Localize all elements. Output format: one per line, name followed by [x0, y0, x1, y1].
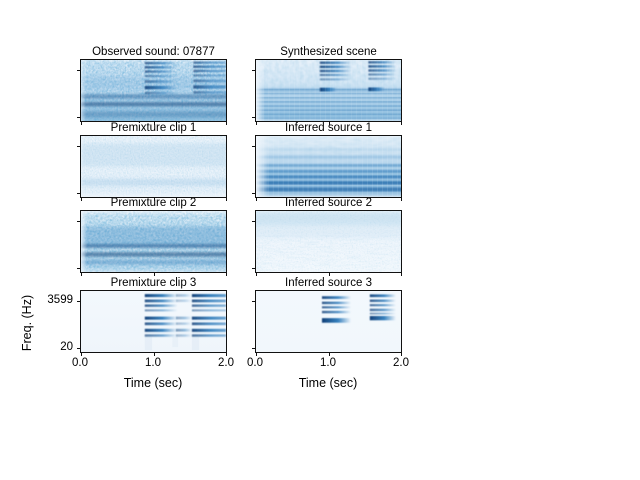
y-tick-mark — [252, 70, 255, 71]
axes-inferred-source-1 — [252, 135, 402, 201]
spectrogram-observed-sound — [81, 60, 226, 121]
x-tick-mark — [256, 273, 257, 276]
spectrogram-premixture-clip-3 — [81, 291, 226, 352]
panel-title-premixture-clip-2: Premixture clip 2 — [110, 197, 197, 209]
y-tick-mark — [252, 117, 255, 118]
x-tick-mark — [226, 273, 227, 276]
x-tick-label: 1.0 — [145, 357, 161, 369]
y-tick-label-20: 20 — [60, 341, 73, 353]
panel-title-inferred-source-2: Inferred source 2 — [285, 197, 372, 209]
axes-inferred-source-2 — [252, 210, 402, 276]
y-tick-mark — [252, 193, 255, 194]
panel-title-inferred-source-3: Inferred source 3 — [285, 277, 372, 289]
y-tick-mark — [77, 348, 80, 349]
panel-title-synthesized-scene: Synthesized scene — [280, 46, 377, 58]
spectrogram-inferred-source-3 — [256, 291, 401, 352]
x-tick-mark — [81, 122, 82, 125]
x-axis-label-left-column: Time (sec) — [123, 376, 183, 390]
y-tick-mark — [252, 268, 255, 269]
axes-inferred-source-3 — [252, 290, 402, 356]
x-tick-mark — [154, 198, 155, 201]
y-tick-mark — [252, 221, 255, 222]
x-tick-mark — [329, 122, 330, 125]
x-tick-mark — [256, 122, 257, 125]
y-axis-label: Freq. (Hz) — [20, 294, 34, 352]
spectrogram-premixture-clip-1 — [81, 136, 226, 197]
y-tick-mark — [252, 301, 255, 302]
x-tick-mark — [256, 353, 257, 356]
x-tick-mark — [401, 353, 402, 356]
x-tick-mark — [329, 198, 330, 201]
y-tick-label-3599: 3599 — [47, 294, 73, 306]
x-tick-mark — [329, 273, 330, 276]
x-tick-mark — [226, 353, 227, 356]
y-tick-mark — [77, 193, 80, 194]
x-tick-label: 0.0 — [247, 357, 263, 369]
spectrogram-inferred-source-2 — [256, 211, 401, 272]
x-tick-label: 2.0 — [393, 357, 409, 369]
x-tick-label: 1.0 — [320, 357, 336, 369]
x-tick-mark — [401, 198, 402, 201]
x-tick-mark — [401, 122, 402, 125]
axes-synthesized-scene — [252, 59, 402, 125]
panel-title-observed-sound: Observed sound: 07877 — [92, 46, 215, 58]
panel-title-premixture-clip-1: Premixture clip 1 — [110, 122, 197, 134]
x-axis-label-right-column: Time (sec) — [298, 376, 358, 390]
x-tick-mark — [154, 122, 155, 125]
y-tick-mark — [77, 301, 80, 302]
y-tick-mark — [252, 146, 255, 147]
panel-title-premixture-clip-3: Premixture clip 3 — [110, 277, 197, 289]
x-tick-mark — [81, 353, 82, 356]
x-tick-mark — [81, 273, 82, 276]
x-tick-mark — [329, 353, 330, 356]
y-tick-mark — [77, 221, 80, 222]
x-tick-mark — [154, 273, 155, 276]
x-tick-mark — [81, 198, 82, 201]
y-tick-mark — [252, 348, 255, 349]
x-tick-mark — [256, 198, 257, 201]
x-tick-label: 0.0 — [72, 357, 88, 369]
x-tick-mark — [154, 353, 155, 356]
x-tick-mark — [226, 122, 227, 125]
axes-premixture-clip-3 — [77, 290, 227, 356]
spectrogram-inferred-source-1 — [256, 136, 401, 197]
axes-observed-sound — [77, 59, 227, 125]
x-tick-mark — [226, 198, 227, 201]
x-tick-mark — [401, 273, 402, 276]
panel-title-inferred-source-1: Inferred source 1 — [285, 122, 372, 134]
y-tick-mark — [77, 70, 80, 71]
spectrogram-premixture-clip-2 — [81, 211, 226, 272]
y-tick-mark — [77, 268, 80, 269]
y-tick-mark — [77, 146, 80, 147]
x-tick-label: 2.0 — [218, 357, 234, 369]
axes-premixture-clip-1 — [77, 135, 227, 201]
spectrogram-synthesized-scene — [256, 60, 401, 121]
axes-premixture-clip-2 — [77, 210, 227, 276]
y-tick-mark — [77, 117, 80, 118]
